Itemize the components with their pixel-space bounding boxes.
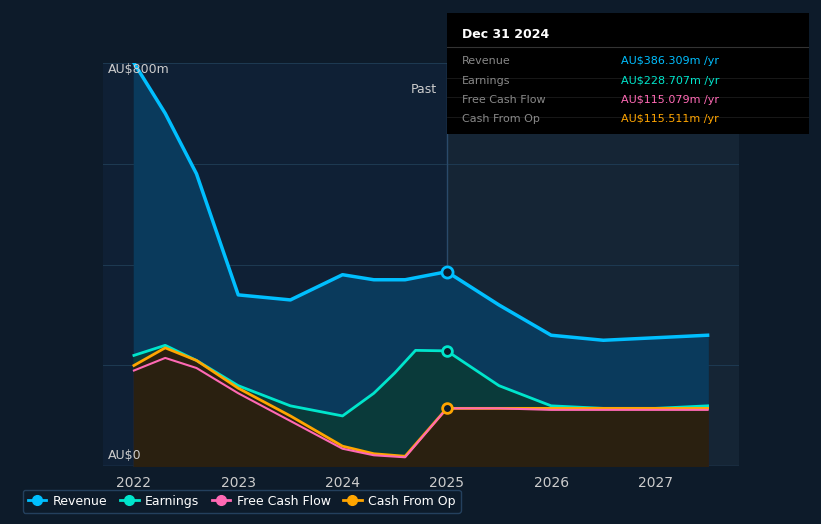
Text: Past: Past [410,83,437,96]
Text: Free Cash Flow: Free Cash Flow [462,95,545,105]
Text: Cash From Op: Cash From Op [462,114,539,124]
Bar [103,63,447,466]
Legend: Revenue, Earnings, Free Cash Flow, Cash From Op: Revenue, Earnings, Free Cash Flow, Cash … [23,489,461,512]
Text: Analysts Forecasts: Analysts Forecasts [457,83,574,96]
Bar [447,63,739,466]
Text: Revenue: Revenue [462,56,511,67]
Text: AU$800m: AU$800m [108,63,170,76]
Text: AU$386.309m /yr: AU$386.309m /yr [621,56,719,67]
Text: AU$0: AU$0 [108,449,141,462]
Text: Dec 31 2024: Dec 31 2024 [462,28,549,40]
Text: AU$228.707m /yr: AU$228.707m /yr [621,75,719,85]
Text: AU$115.079m /yr: AU$115.079m /yr [621,95,719,105]
Text: Earnings: Earnings [462,75,511,85]
Text: AU$115.511m /yr: AU$115.511m /yr [621,114,718,124]
